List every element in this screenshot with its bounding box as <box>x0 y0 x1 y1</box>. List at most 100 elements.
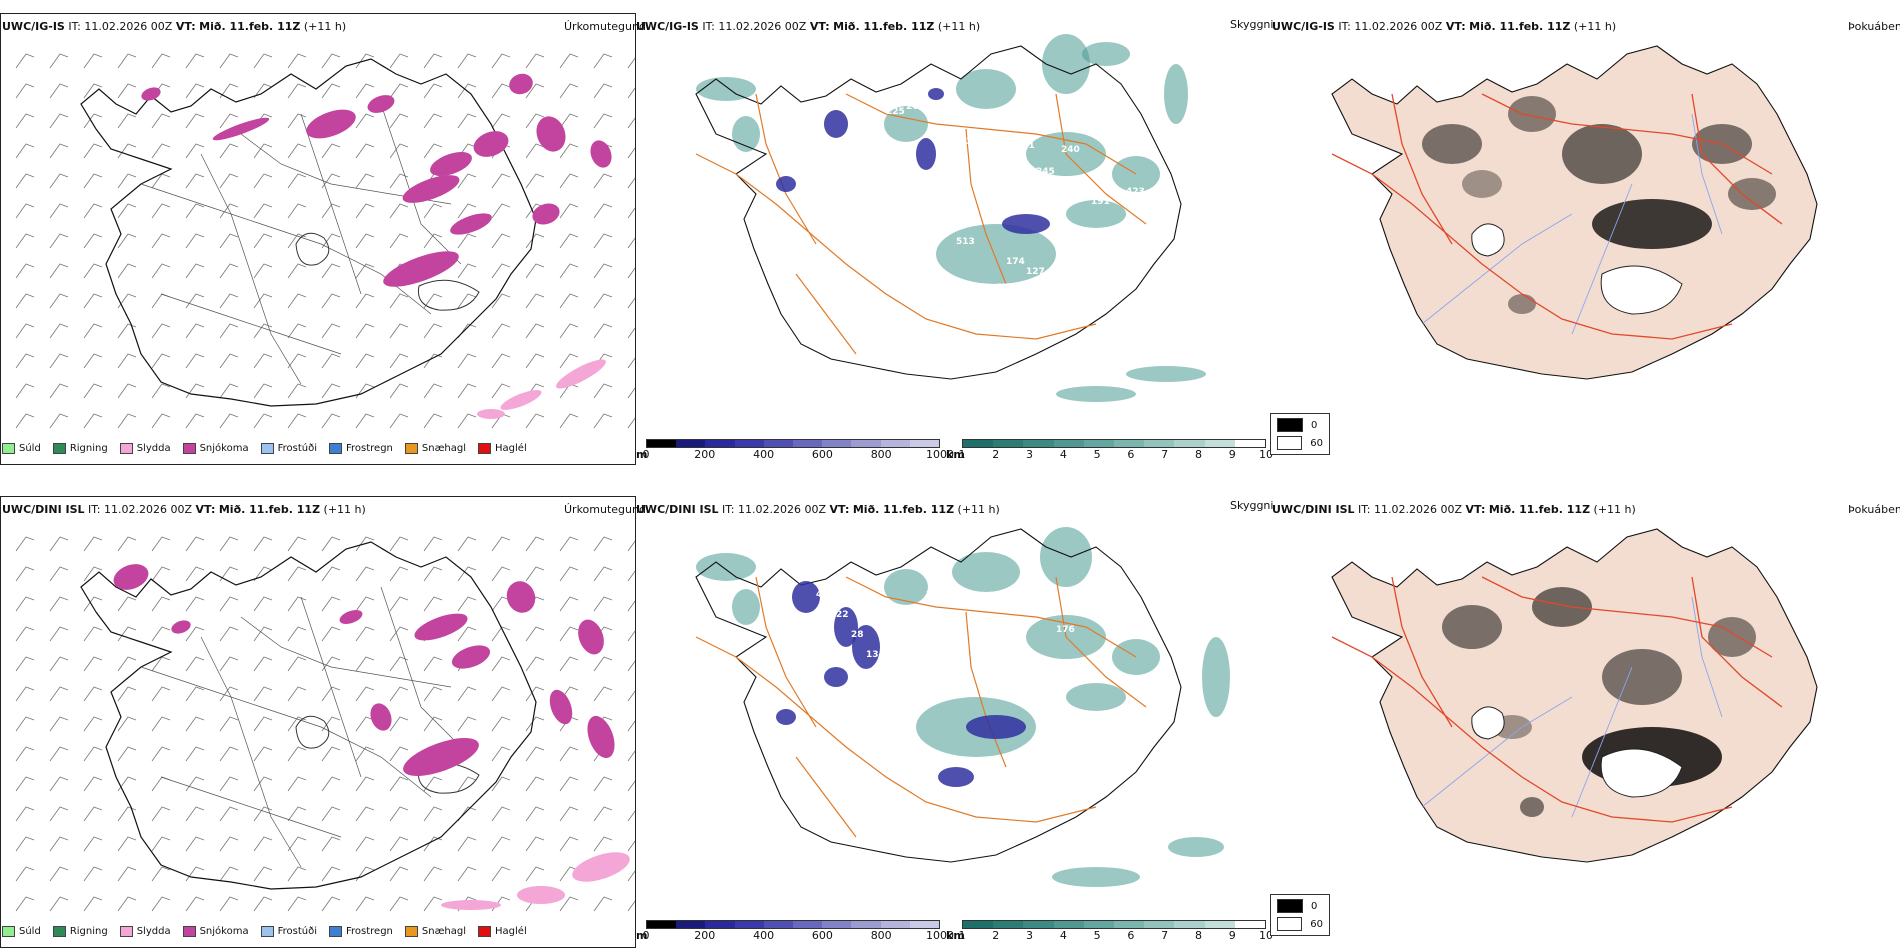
wind-barb <box>287 203 307 219</box>
visibility-unit-row1: km <box>946 448 965 461</box>
wind-barb <box>49 143 69 159</box>
legend-item: Snjókoma <box>182 443 249 454</box>
precip-legend-row1: Súld Rigning Slydda Snjókoma Frostúði Fr… <box>2 443 527 454</box>
wind-barb <box>287 293 307 309</box>
ceiling-label: 300 <box>966 137 985 147</box>
colorbar-step <box>1053 440 1084 447</box>
wind-barb <box>491 233 511 249</box>
wind-barb <box>355 656 375 672</box>
wind-barb <box>627 327 635 339</box>
wind-barb <box>559 263 579 279</box>
wind-barb <box>491 806 511 822</box>
wind-barb <box>355 596 375 612</box>
wind-barb <box>117 866 137 882</box>
ceiling-label: 240 <box>1061 145 1080 155</box>
wind-barb <box>457 83 477 99</box>
ceiling-label: 661 <box>1016 141 1035 151</box>
variable-fog-row1: Þokuábendi <box>1848 20 1900 33</box>
wind-barb <box>321 233 341 249</box>
wind-barb <box>49 263 69 279</box>
wind-barb <box>355 836 375 852</box>
wind-barb <box>15 596 35 612</box>
wind-barb <box>525 686 545 702</box>
wind-barb <box>151 113 171 129</box>
wind-barb <box>593 53 613 69</box>
wind-barb <box>15 776 35 792</box>
fog-area <box>1602 649 1682 705</box>
legend-item: Rigning <box>52 443 108 454</box>
variable-precip-type-row1: Úrkomutegund <box>564 20 646 33</box>
colorbar-step <box>851 921 881 928</box>
fog-area <box>1422 124 1482 164</box>
wind-barb <box>593 686 613 702</box>
wind-barb <box>627 207 635 219</box>
fog-key-row1: 0 60 <box>1270 413 1330 455</box>
wind-barb <box>389 746 409 762</box>
variable-fog-row2: Þokuábendi <box>1848 503 1900 516</box>
snow-area <box>403 738 479 776</box>
wind-barb <box>151 143 171 159</box>
wind-barb <box>491 83 511 99</box>
ceiling-label: 137 <box>1006 765 1025 775</box>
snow-area <box>590 140 612 168</box>
colorbar-step <box>880 440 910 447</box>
legend-item: Rigning <box>52 926 108 937</box>
wind-barb <box>49 716 69 732</box>
snow-area <box>473 131 509 157</box>
snow-area <box>113 564 149 590</box>
colorbar-step <box>963 440 994 447</box>
wind-barb <box>457 323 477 339</box>
wind-barb <box>559 233 579 249</box>
wind-barb <box>219 716 239 732</box>
colorbar-step <box>676 440 706 447</box>
colorbar-step <box>1174 440 1205 447</box>
ceiling-label: 67 <box>896 660 909 670</box>
wind-barb <box>287 383 307 399</box>
wind-barb <box>423 656 443 672</box>
wind-barb <box>627 540 635 552</box>
wind-barb <box>185 53 205 69</box>
wind-barb <box>355 746 375 762</box>
wind-barb <box>287 83 307 99</box>
wind-barb <box>287 746 307 762</box>
low-visibility-area <box>696 77 756 101</box>
wind-barb <box>151 866 171 882</box>
wind-barb <box>457 716 477 732</box>
wind-barb <box>457 596 477 612</box>
wind-barb <box>253 143 273 159</box>
wind-barb <box>457 173 477 189</box>
panel-title-visibility-row1: UWC/IG-IS IT: 11.02.2026 00Z VT: Mið. 11… <box>636 20 981 33</box>
snow-area <box>367 95 395 113</box>
wind-barb <box>117 233 137 249</box>
wind-barb <box>253 686 273 702</box>
wind-barb <box>219 173 239 189</box>
low-ceiling-area <box>928 88 944 100</box>
iceland-outline <box>80 541 537 890</box>
wind-barb <box>253 776 273 792</box>
wind-barb <box>15 113 35 129</box>
wind-barb <box>253 53 273 69</box>
wind-barb <box>287 656 307 672</box>
legend-swatch <box>329 926 342 937</box>
wind-barb <box>593 113 613 129</box>
low-visibility-area <box>1042 34 1090 94</box>
wind-barb <box>423 686 443 702</box>
colorbar-step <box>1204 921 1235 928</box>
wind-barb <box>559 323 579 339</box>
wind-barb <box>627 267 635 279</box>
wind-barb <box>593 413 613 429</box>
wind-barb <box>15 746 35 762</box>
wind-barb <box>423 233 443 249</box>
fog-key-row2: 0 60 <box>1270 894 1330 936</box>
precip-type-map-row1 <box>15 53 635 429</box>
snow-area <box>587 715 615 759</box>
colorbar-step <box>851 440 881 447</box>
wind-barb <box>525 776 545 792</box>
wind-barb <box>321 806 341 822</box>
wind-barb <box>355 203 375 219</box>
wind-barb <box>83 53 103 69</box>
wind-barb <box>355 173 375 189</box>
snow-area <box>414 613 468 641</box>
wind-barb <box>185 263 205 279</box>
snow-area <box>370 703 392 731</box>
